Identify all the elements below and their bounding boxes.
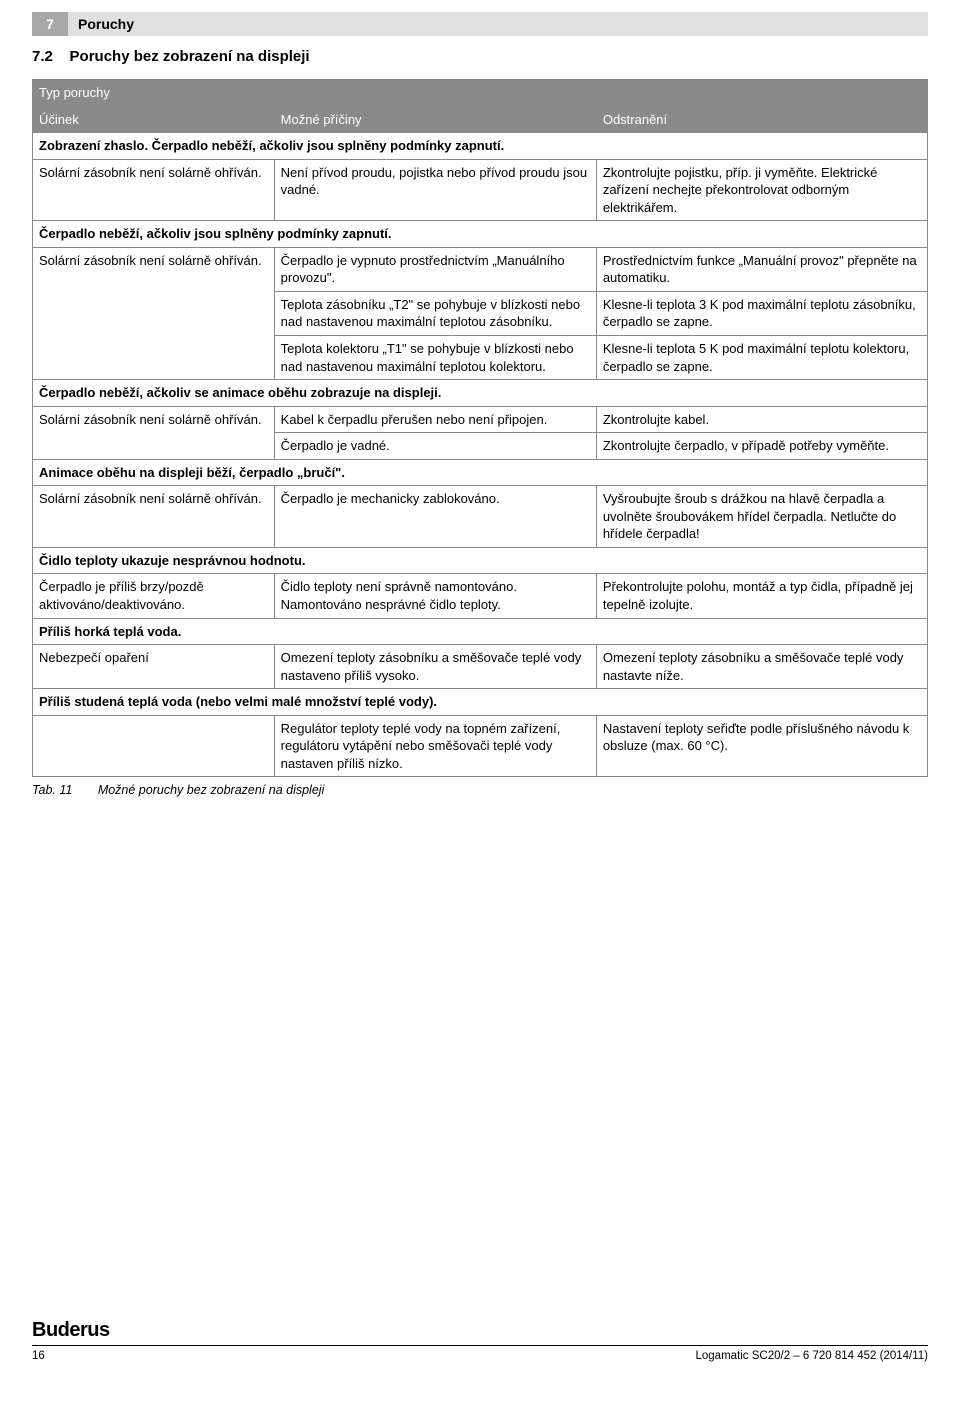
effect-cell: Čerpadlo je příliš brzy/pozdě aktivováno…	[33, 574, 275, 618]
cause-cell: Teplota kolektoru „T1" se pohybuje v blí…	[274, 336, 596, 380]
cause-cell: Čerpadlo je vypnuto prostřednictvím „Man…	[274, 247, 596, 291]
cause-cell: Není přívod proudu, pojistka nebo přívod…	[274, 159, 596, 221]
remedy-cell: Klesne-li teplota 3 K pod maximální tepl…	[596, 291, 927, 335]
table-hdr-empty1	[274, 80, 596, 107]
remedy-cell: Překontrolujte polohu, montáž a typ čidl…	[596, 574, 927, 618]
caption-text: Možné poruchy bez zobrazení na displeji	[98, 783, 325, 797]
section-heading: Poruchy bez zobrazení na displeji	[70, 48, 310, 65]
remedy-cell: Nastavení teploty seřiďte podle příslušn…	[596, 715, 927, 777]
cause-cell: Kabel k čerpadlu přerušen nebo není přip…	[274, 406, 596, 433]
table-caption: Tab. 11 Možné poruchy bez zobrazení na d…	[32, 783, 928, 797]
effect-cell	[33, 715, 275, 777]
cause-cell: Omezení teploty zásobníku a směšovače te…	[274, 645, 596, 689]
effect-cell: Nebezpečí opaření	[33, 645, 275, 689]
remedy-cell: Klesne-li teplota 5 K pod maximální tepl…	[596, 336, 927, 380]
remedy-cell: Zkontrolujte pojistku, příp. ji vyměňte.…	[596, 159, 927, 221]
cause-cell: Čerpadlo je mechanicky zablokováno.	[274, 486, 596, 548]
chapter-header: 7 Poruchy	[32, 12, 928, 36]
fault-section-title: Animace oběhu na displeji běží, čerpadlo…	[33, 459, 928, 486]
caption-number: Tab. 11	[32, 783, 94, 797]
effect-cell: Solární zásobník není solárně ohříván.	[33, 247, 275, 379]
fault-section-title: Příliš studená teplá voda (nebo velmi ma…	[33, 689, 928, 716]
fault-section-title: Čidlo teploty ukazuje nesprávnou hodnotu…	[33, 547, 928, 574]
fault-section-title: Čerpadlo neběží, ačkoliv se animace oběh…	[33, 380, 928, 407]
brand-logo: Buderus	[32, 1319, 928, 1342]
fault-section-title: Čerpadlo neběží, ačkoliv jsou splněny po…	[33, 221, 928, 248]
page: 7 Poruchy 7.2 Poruchy bez zobrazení na d…	[0, 0, 960, 1370]
cause-cell: Teplota zásobníku „T2" se pohybuje v blí…	[274, 291, 596, 335]
cause-cell: Čerpadlo je vadné.	[274, 433, 596, 460]
effect-cell: Solární zásobník není solárně ohříván.	[33, 486, 275, 548]
effect-cell: Solární zásobník není solárně ohříván.	[33, 159, 275, 221]
remedy-cell: Zkontrolujte čerpadlo, v případě potřeby…	[596, 433, 927, 460]
table-hdr-empty2	[596, 80, 927, 107]
section-title: 7.2 Poruchy bez zobrazení na displeji	[32, 48, 928, 65]
table-hdr-remedy: Odstranění	[596, 106, 927, 133]
table-hdr-effect: Účinek	[33, 106, 275, 133]
remedy-cell: Prostřednictvím funkce „Manuální provoz"…	[596, 247, 927, 291]
cause-cell: Čidlo teploty není správně namontováno. …	[274, 574, 596, 618]
effect-cell: Solární zásobník není solárně ohříván.	[33, 406, 275, 459]
chapter-title: Poruchy	[68, 12, 928, 36]
cause-cell: Regulátor teploty teplé vody na topném z…	[274, 715, 596, 777]
fault-table: Typ poruchyÚčinekMožné příčinyOdstranění…	[32, 79, 928, 777]
page-footer: Buderus 16 Logamatic SC20/2 – 6 720 814 …	[32, 1319, 928, 1362]
doc-reference: Logamatic SC20/2 – 6 720 814 452 (2014/1…	[695, 1350, 928, 1362]
chapter-number: 7	[32, 12, 68, 36]
page-number: 16	[32, 1350, 45, 1362]
table-hdr-causes: Možné příčiny	[274, 106, 596, 133]
remedy-cell: Omezení teploty zásobníku a směšovače te…	[596, 645, 927, 689]
remedy-cell: Zkontrolujte kabel.	[596, 406, 927, 433]
fault-section-title: Zobrazení zhaslo. Čerpadlo neběží, ačkol…	[33, 133, 928, 160]
remedy-cell: Vyšroubujte šroub s drážkou na hlavě čer…	[596, 486, 927, 548]
section-number: 7.2	[32, 48, 53, 65]
fault-section-title: Příliš horká teplá voda.	[33, 618, 928, 645]
table-hdr-type: Typ poruchy	[33, 80, 275, 107]
